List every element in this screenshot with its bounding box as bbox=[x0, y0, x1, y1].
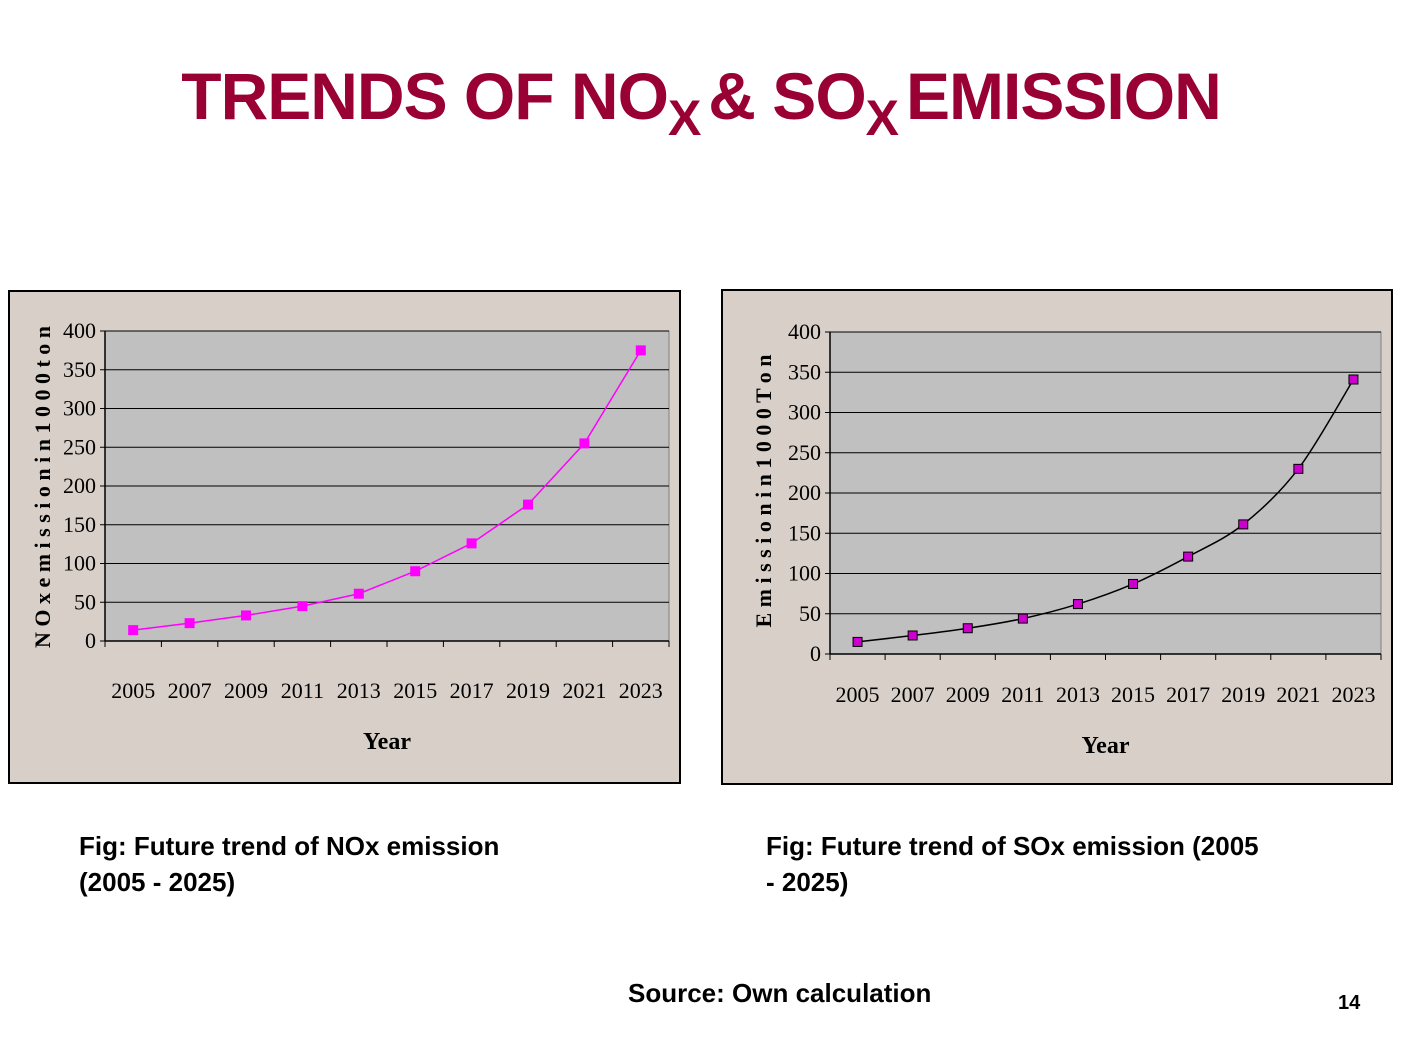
title-text-3: EMISSION bbox=[906, 59, 1222, 133]
sox-data-point bbox=[852, 636, 863, 647]
sox-y-tick-label: 50 bbox=[799, 601, 821, 626]
sox-data-point bbox=[1348, 374, 1359, 385]
sox-y-tick-label: 100 bbox=[788, 561, 821, 586]
nox-data-point bbox=[579, 438, 590, 449]
sox-y-tick-label: 350 bbox=[788, 359, 821, 384]
sox-y-tick-label: 400 bbox=[788, 319, 821, 344]
sox-data-point bbox=[1293, 463, 1304, 474]
nox-x-tick-label: 2005 bbox=[111, 678, 155, 703]
sox-x-tick-label: 2013 bbox=[1056, 682, 1100, 707]
nox-x-tick-label: 2021 bbox=[562, 678, 606, 703]
nox-x-tick-label: 2007 bbox=[168, 678, 212, 703]
nox-caption: Fig: Future trend of NOx emission (2005 … bbox=[79, 828, 499, 900]
title-text-1: TRENDS OF NO bbox=[181, 59, 669, 133]
sox-y-tick-label: 250 bbox=[788, 440, 821, 465]
nox-y-tick-label: 200 bbox=[63, 473, 96, 498]
slide-title: TRENDS OF NOX & SOX EMISSION bbox=[0, 58, 1402, 146]
title-subscript-1: X bbox=[667, 90, 701, 146]
sox-caption-line2: - 2025) bbox=[766, 867, 849, 897]
nox-data-point bbox=[184, 618, 195, 629]
sox-data-point bbox=[1128, 578, 1139, 589]
sox-data-point bbox=[962, 623, 973, 634]
sox-y-tick-label: 200 bbox=[788, 480, 821, 505]
nox-x-tick-label: 2023 bbox=[619, 678, 663, 703]
sox-x-tick-label: 2023 bbox=[1331, 682, 1375, 707]
sox-chart: 0 50 100 150 200 250 300 350 400 2005 2007 2009 2011… bbox=[721, 289, 1393, 785]
nox-x-axis-title: Year bbox=[363, 729, 411, 755]
nox-data-point bbox=[466, 538, 477, 549]
nox-y-tick-label: 250 bbox=[63, 434, 96, 459]
nox-chart: 0 50 100 150 200 250 300 350 400 2005 2007 2009 2011… bbox=[8, 290, 681, 784]
nox-caption-line2: (2005 - 2025) bbox=[79, 867, 236, 897]
nox-data-point bbox=[297, 601, 308, 612]
sox-data-point bbox=[1017, 613, 1028, 624]
sox-x-tick-label: 2005 bbox=[836, 682, 880, 707]
nox-y-tick-label: 400 bbox=[63, 318, 96, 343]
sox-x-axis-title: Year bbox=[1082, 733, 1130, 759]
sox-caption: Fig: Future trend of SOx emission (2005 … bbox=[766, 828, 1259, 900]
sox-y-tick-label: 150 bbox=[788, 520, 821, 545]
nox-x-tick-label: 2013 bbox=[337, 678, 381, 703]
sox-x-tick-label: 2015 bbox=[1111, 682, 1155, 707]
nox-y-tick-label: 0 bbox=[85, 628, 96, 653]
sox-x-tick-label: 2011 bbox=[1001, 682, 1044, 707]
nox-chart-svg: 0 50 100 150 200 250 300 350 400 2005 2007 2009 2011… bbox=[30, 318, 670, 755]
nox-caption-line1: Fig: Future trend of NOx emission bbox=[79, 831, 500, 861]
sox-data-point bbox=[907, 630, 918, 641]
source-note: Source: Own calculation bbox=[628, 978, 932, 1008]
nox-x-tick-label: 2015 bbox=[393, 678, 437, 703]
nox-y-tick-label: 350 bbox=[63, 357, 96, 382]
nox-x-tick-label: 2019 bbox=[506, 678, 550, 703]
sox-y-tick-label: 300 bbox=[788, 400, 821, 425]
sox-y-axis-title: E m i s s i o n i n 1 0 0 0 T o n bbox=[751, 354, 776, 627]
nox-data-point bbox=[635, 345, 646, 356]
nox-y-tick-label: 100 bbox=[63, 551, 96, 576]
nox-data-point bbox=[241, 610, 251, 621]
sox-y-tick-label: 0 bbox=[810, 641, 821, 666]
sox-caption-line1: Fig: Future trend of SOx emission (2005 bbox=[766, 831, 1259, 861]
title-text-2: & SO bbox=[708, 59, 866, 133]
sox-series-line bbox=[857, 379, 1355, 643]
sox-chart-svg: 0 50 100 150 200 250 300 350 400 2005 2007 2009 2011… bbox=[751, 319, 1382, 759]
nox-y-tick-label: 150 bbox=[63, 512, 96, 537]
sox-data-point bbox=[1072, 599, 1083, 610]
page-number: 14 bbox=[1338, 992, 1361, 1014]
nox-data-point bbox=[523, 499, 533, 510]
title-subscript-2: X bbox=[865, 90, 899, 146]
sox-data-point bbox=[1183, 551, 1194, 562]
nox-y-tick-label: 50 bbox=[74, 589, 96, 614]
nox-data-point bbox=[128, 625, 139, 636]
sox-x-tick-label: 2017 bbox=[1166, 682, 1210, 707]
nox-x-tick-label: 2009 bbox=[224, 678, 268, 703]
nox-series-line bbox=[133, 349, 642, 631]
nox-y-tick-label: 300 bbox=[63, 396, 96, 421]
nox-x-tick-label: 2011 bbox=[281, 678, 324, 703]
sox-x-tick-label: 2007 bbox=[891, 682, 935, 707]
sox-data-point bbox=[1238, 519, 1249, 530]
sox-x-tick-label: 2019 bbox=[1221, 682, 1265, 707]
sox-x-tick-label: 2009 bbox=[946, 682, 990, 707]
nox-data-point bbox=[410, 566, 421, 577]
nox-data-point bbox=[353, 588, 364, 599]
nox-y-axis-title: N O x e m i s s i o n i n 1 0 0 0 t o n bbox=[30, 326, 55, 648]
nox-x-tick-label: 2017 bbox=[450, 678, 494, 703]
sox-x-tick-label: 2021 bbox=[1276, 682, 1320, 707]
